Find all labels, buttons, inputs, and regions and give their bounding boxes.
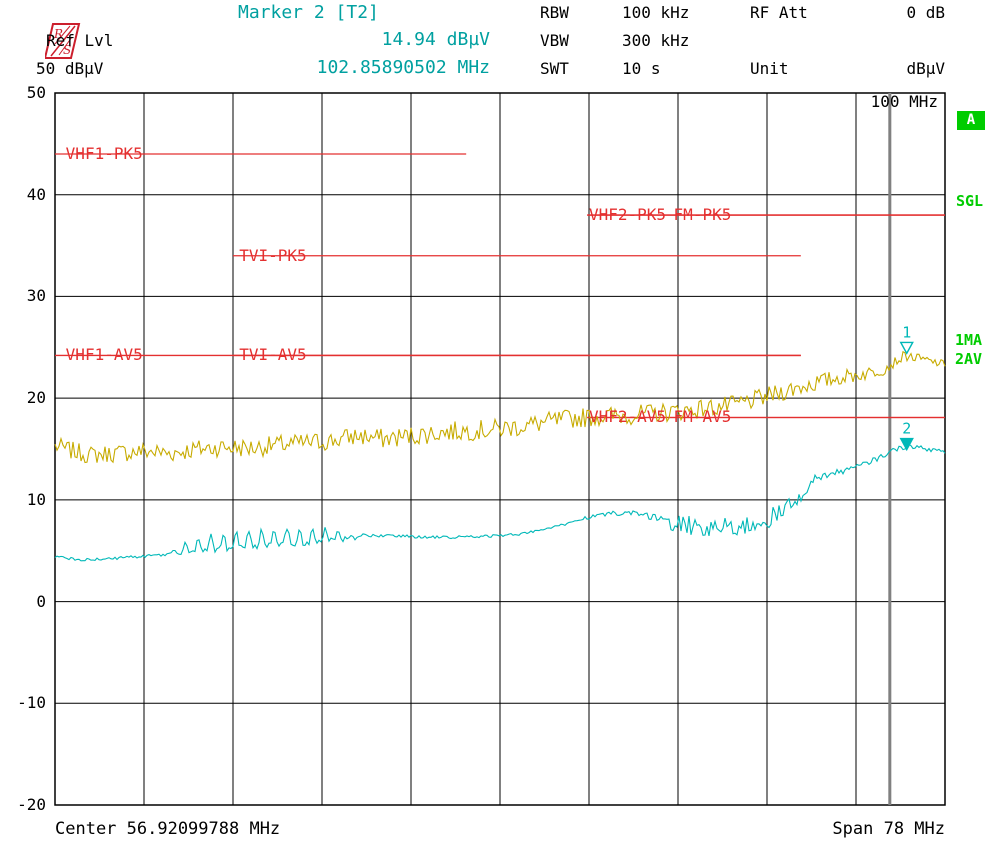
trace1-mode-label: 1MA <box>955 331 983 349</box>
swt-label: SWT <box>540 59 569 78</box>
limit-line-label: TVI-AV5 <box>239 345 307 365</box>
trace-2AV <box>54 443 946 562</box>
y-axis-tick-label: -10 <box>17 693 46 713</box>
y-axis-tick-label: 0 <box>36 591 46 611</box>
marker-title: Marker 2 [T2] <box>238 2 379 23</box>
limit-line-label: VHF2-PK5 <box>589 205 667 225</box>
single-sweep-label: SGL <box>956 192 984 210</box>
logo-letter-r: R <box>53 27 63 41</box>
marker-1-symbol <box>899 341 914 355</box>
rf-att-value: 0 dB <box>906 3 945 22</box>
y-axis-tick-label: 50 <box>26 83 46 102</box>
limit-line-label: VHF1-PK5 <box>65 144 143 164</box>
marker-1-number: 1 <box>902 323 911 341</box>
trace2-mode-label: 2AV <box>955 350 983 368</box>
logo-letter-s: S <box>63 43 71 57</box>
vbw-label: VBW <box>540 31 569 50</box>
rohde-schwarz-logo-icon: R S <box>6 3 80 59</box>
limit-line-label: FM-AV5 <box>673 407 732 427</box>
limit-line-label: VHF2-AV5 <box>589 407 667 427</box>
marker-frequency-value: 102.85890502 MHz <box>316 57 490 78</box>
limit-line-label: TVI-PK5 <box>239 245 307 265</box>
rf-att-label: RF Att <box>750 3 808 22</box>
y-axis-tick-label: 10 <box>26 489 46 509</box>
frequency-marker-label: 100 MHz <box>870 92 938 111</box>
vbw-value: 300 kHz <box>622 31 690 50</box>
y-axis-tick-label: -20 <box>17 795 46 814</box>
rbw-label: RBW <box>540 3 569 22</box>
y-axis-tick-label: 30 <box>26 286 46 306</box>
y-axis-tick-label: 40 <box>26 184 46 204</box>
rbw-value: 100 kHz <box>622 3 690 22</box>
enhancement-label-a: A <box>957 111 985 130</box>
trace-1MA <box>54 350 946 464</box>
unit-label: Unit <box>750 59 789 78</box>
ref-level-label: Ref Lvl <box>46 31 114 50</box>
marker-2-symbol <box>899 437 914 452</box>
marker-level-value: 14.94 dBµV <box>381 29 490 50</box>
ref-level-value: 50 dBµV <box>36 59 104 78</box>
swt-value: 10 s <box>622 59 661 78</box>
marker-2-number: 2 <box>902 420 911 438</box>
limit-line-label: VHF1-AV5 <box>65 345 143 365</box>
limit-line-label: FM-PK5 <box>673 205 732 225</box>
unit-value: dBµV <box>906 59 945 78</box>
span-label: Span 78 MHz <box>832 819 945 839</box>
y-axis-tick-label: 20 <box>26 388 46 408</box>
center-frequency-label: Center 56.92099788 MHz <box>55 819 281 839</box>
